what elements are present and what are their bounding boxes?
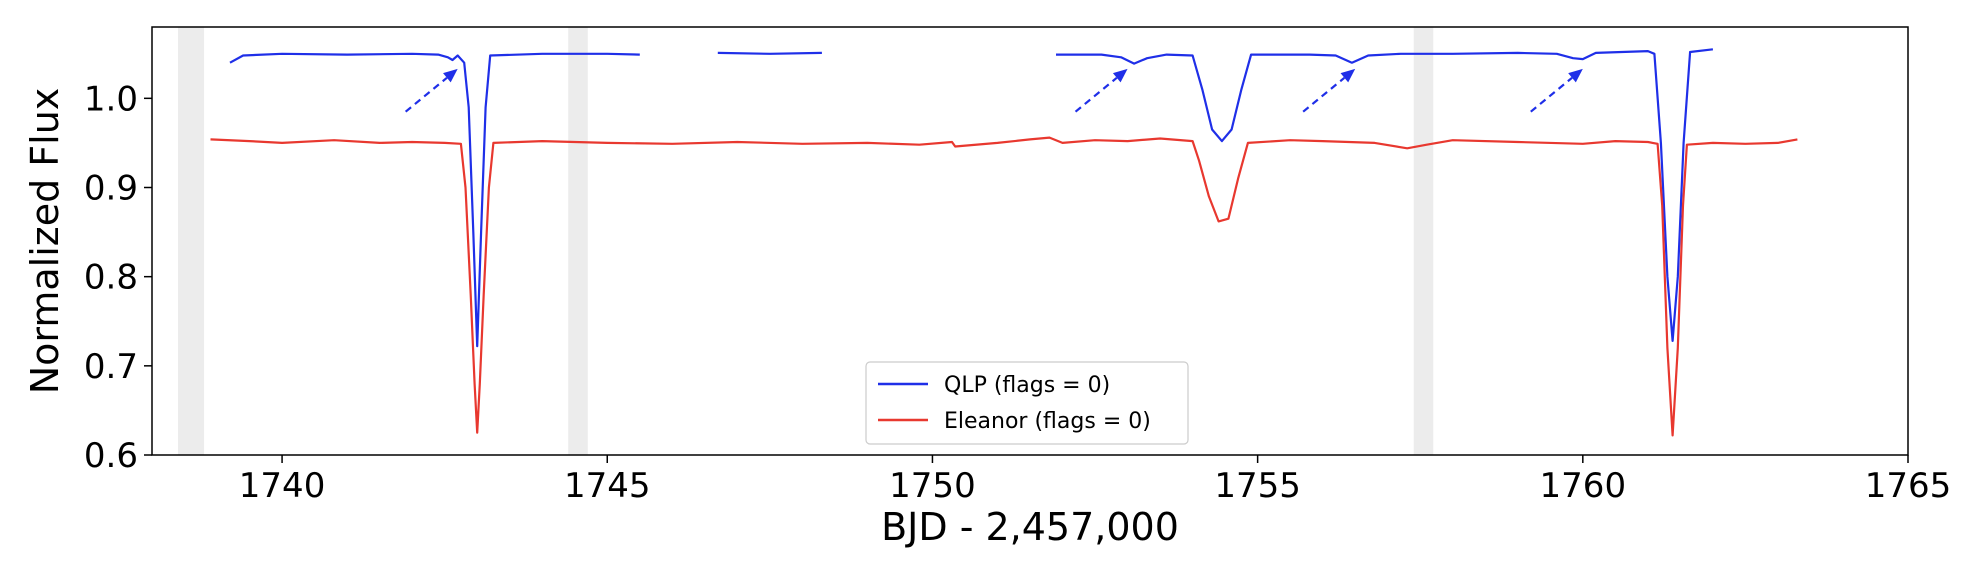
arrow-head-2 <box>1340 68 1356 83</box>
arrow-head-1 <box>1112 68 1128 83</box>
x-tick-label: 1740 <box>239 466 326 506</box>
x-axis-ticks: 1740 1745 1750 1755 1760 1765 <box>239 455 1951 506</box>
arrow-head-0 <box>443 68 458 83</box>
shaded-region-1 <box>568 27 588 455</box>
legend-box <box>865 361 1189 445</box>
shaded-region-2 <box>1413 27 1434 455</box>
x-tick-label: 1745 <box>564 466 651 506</box>
y-tick-label: 0.6 <box>84 436 138 476</box>
y-axis-ticks: 0.6 0.7 0.8 0.9 1.0 <box>84 79 152 476</box>
legend-label-eleanor: Eleanor (flags = 0) <box>944 409 1151 434</box>
y-tick-label: 0.9 <box>84 169 138 209</box>
series-lines <box>210 48 1798 437</box>
transit-arrows <box>404 68 1583 113</box>
legend: QLP (flags = 0) Eleanor (flags = 0) <box>865 361 1189 445</box>
shaded-region-0 <box>178 27 205 455</box>
series-0-segment-2 <box>1056 48 1714 342</box>
arrow-shaft-2 <box>1302 76 1346 113</box>
y-tick-label: 0.7 <box>84 347 138 387</box>
x-axis-label: BJD - 2,457,000 <box>881 505 1179 549</box>
x-tick-label: 1760 <box>1540 466 1627 506</box>
x-tick-label: 1755 <box>1214 466 1301 506</box>
shaded-gaps <box>178 27 1434 455</box>
series-0-segment-0 <box>229 52 640 348</box>
y-tick-label: 1.0 <box>84 79 138 119</box>
x-tick-label: 1765 <box>1865 466 1952 506</box>
series-1-segment-0 <box>210 136 1798 437</box>
legend-label-qlp: QLP (flags = 0) <box>944 373 1110 398</box>
x-tick-label: 1750 <box>889 466 976 506</box>
arrow-shaft-1 <box>1074 76 1118 113</box>
arrow-shaft-3 <box>1530 76 1573 113</box>
plot-frame <box>151 26 1909 456</box>
arrow-shaft-0 <box>404 76 448 113</box>
y-axis-label: Normalized Flux <box>23 88 67 395</box>
arrow-head-3 <box>1568 68 1583 83</box>
y-tick-label: 0.8 <box>84 258 138 298</box>
series-0-segment-1 <box>717 51 822 55</box>
